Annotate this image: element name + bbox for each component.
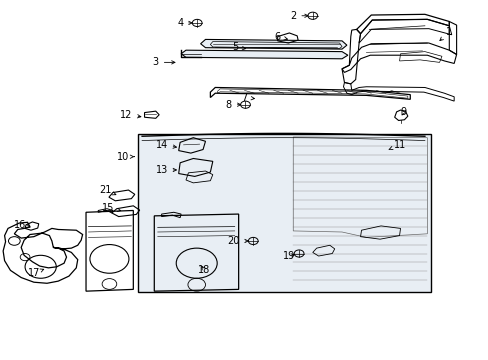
Text: 10: 10 (116, 152, 134, 162)
Text: 15: 15 (102, 203, 121, 213)
Text: 6: 6 (274, 32, 287, 41)
Polygon shape (200, 40, 346, 49)
Polygon shape (138, 134, 430, 292)
Text: 12: 12 (120, 110, 141, 120)
Text: 19: 19 (283, 251, 295, 261)
Text: 11: 11 (388, 140, 406, 150)
Text: 8: 8 (225, 100, 240, 110)
Text: 7: 7 (241, 93, 254, 103)
Text: 18: 18 (198, 265, 210, 275)
Text: 9: 9 (400, 107, 406, 117)
Text: 1: 1 (439, 27, 451, 41)
Text: 14: 14 (155, 140, 176, 150)
Polygon shape (181, 50, 347, 59)
Text: 4: 4 (177, 18, 192, 28)
Text: 5: 5 (232, 42, 245, 52)
Text: 2: 2 (289, 11, 307, 21)
Text: 21: 21 (99, 185, 116, 195)
Text: 3: 3 (152, 57, 175, 67)
Text: 17: 17 (28, 268, 43, 278)
Text: 16: 16 (14, 220, 30, 230)
Text: 20: 20 (227, 236, 247, 246)
Text: 13: 13 (155, 165, 176, 175)
